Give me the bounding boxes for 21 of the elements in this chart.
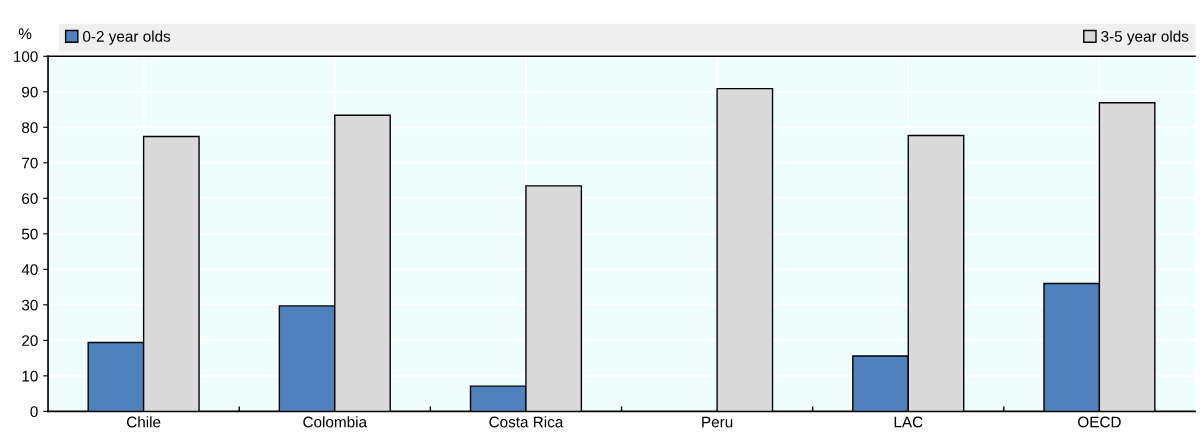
y-tick-label: 90: [22, 86, 38, 98]
y-tick-label: 80: [21, 122, 38, 133]
y-tick-label: 10: [22, 370, 38, 382]
x-tick-label: Costa Rica: [489, 416, 564, 428]
x-tick-label: LAC: [894, 416, 923, 428]
bar: [716, 87, 774, 412]
y-tick-label: 40: [21, 264, 38, 276]
y-tick-label: 0: [30, 406, 38, 418]
x-tick-label: OECD: [1078, 416, 1121, 428]
y-tick-label: 30: [21, 299, 38, 311]
y-axis-title: %: [18, 28, 32, 40]
legend-label: 0-2 year olds: [83, 30, 171, 45]
y-tick-label: 100: [14, 51, 38, 62]
y-tick-label: 20: [22, 335, 38, 347]
y-tick-label: 60: [22, 193, 38, 204]
legend-label: 3-5 year olds: [1101, 30, 1189, 45]
y-tick-label: 70: [22, 157, 38, 169]
x-tick-label: Peru: [702, 416, 733, 428]
x-tick-label: Chile: [126, 416, 161, 428]
y-tick-label: 50: [21, 228, 38, 240]
x-tick-label: Colombia: [303, 416, 368, 428]
